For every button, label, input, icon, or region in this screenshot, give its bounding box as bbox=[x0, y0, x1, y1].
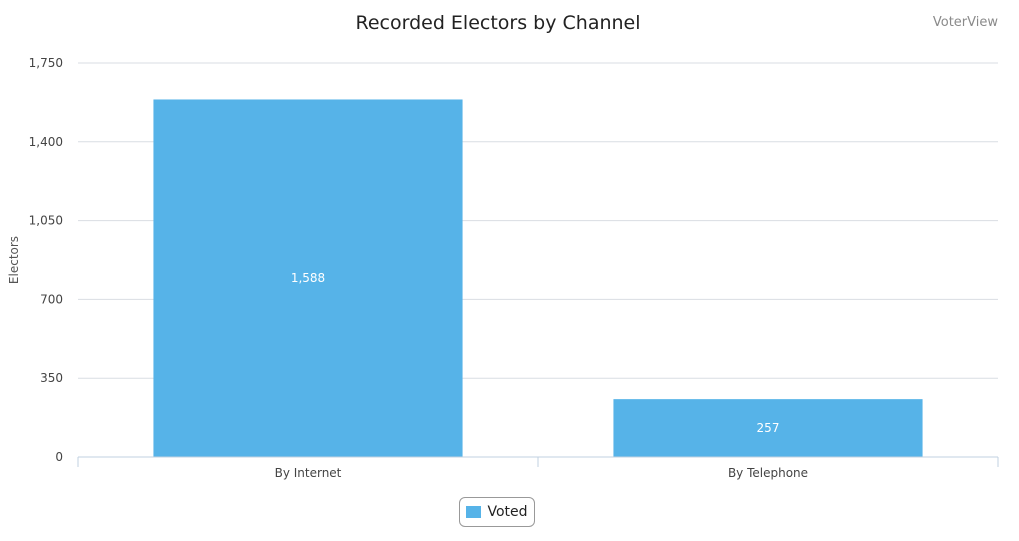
data-label: 1,588 bbox=[291, 271, 325, 285]
data-label: 257 bbox=[757, 421, 780, 435]
y-tick-label: 1,400 bbox=[29, 135, 63, 149]
y-tick-label: 0 bbox=[55, 450, 63, 464]
bar[interactable] bbox=[153, 99, 463, 457]
y-tick-label: 1,750 bbox=[29, 56, 63, 70]
x-tick-label: By Internet bbox=[275, 466, 342, 480]
y-tick-label: 350 bbox=[40, 371, 63, 385]
bars: 1,588 257 bbox=[153, 99, 923, 457]
chart-credit[interactable]: VoterView bbox=[932, 15, 998, 30]
x-tick-label: By Telephone bbox=[728, 466, 808, 480]
legend-item-voted[interactable]: Voted bbox=[459, 497, 535, 527]
y-tick-label: 1,050 bbox=[29, 214, 63, 228]
y-tick-label: 700 bbox=[40, 292, 63, 306]
x-axis: By Internet By Telephone bbox=[77, 456, 999, 480]
y-axis-ticks: 0 350 700 1,050 1,400 1,750 bbox=[29, 56, 63, 464]
legend-swatch bbox=[466, 506, 482, 518]
bar[interactable] bbox=[613, 399, 923, 457]
legend-label: Voted bbox=[487, 504, 528, 520]
chart-title: Recorded Electors by Channel bbox=[355, 12, 641, 34]
